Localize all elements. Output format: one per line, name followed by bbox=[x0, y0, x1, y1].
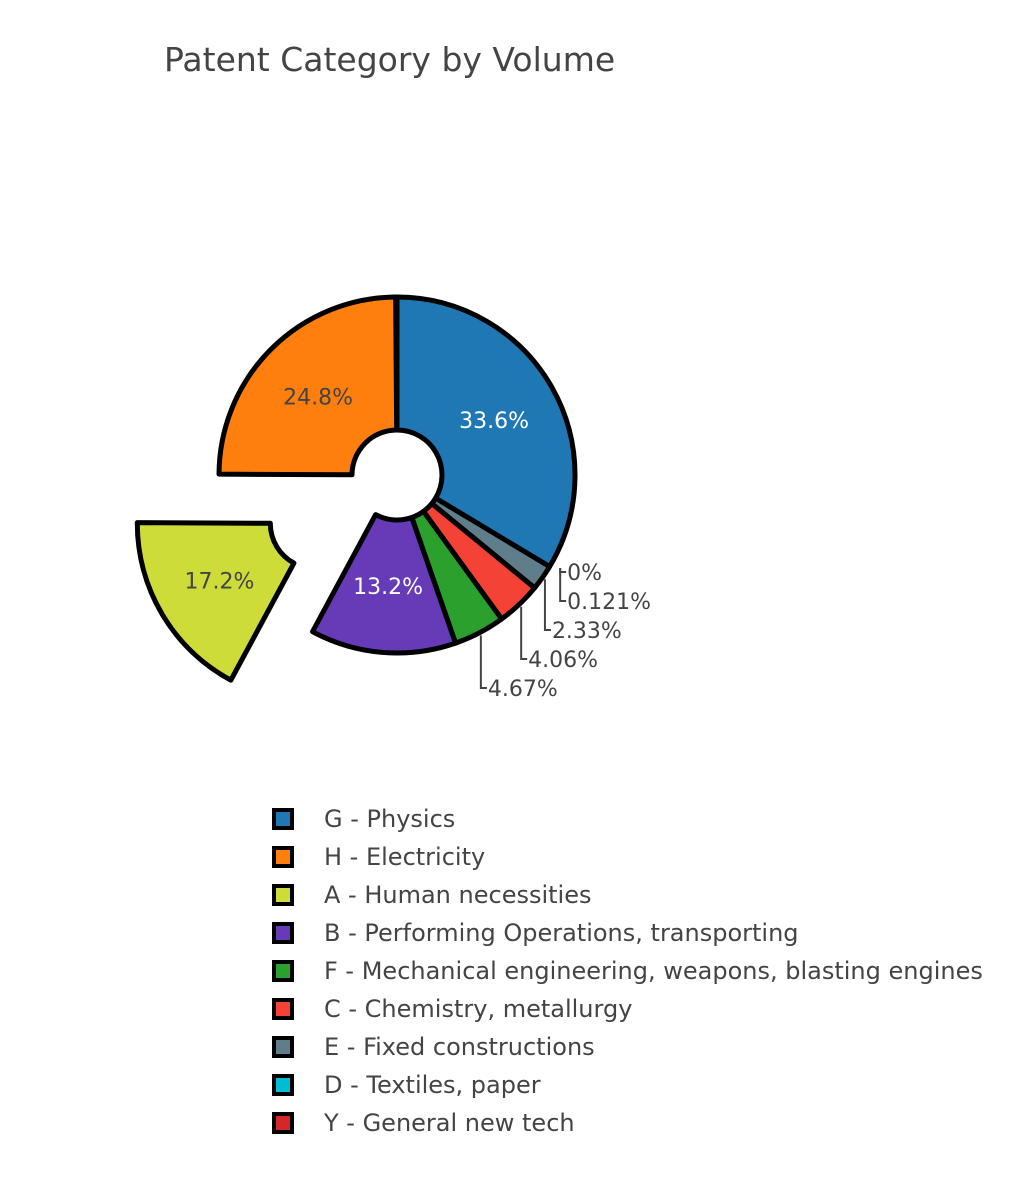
legend-swatch bbox=[272, 846, 294, 868]
outside-label-text: 2.33% bbox=[552, 619, 622, 644]
leader-line bbox=[560, 568, 566, 601]
outside-label-text: 4.67% bbox=[488, 677, 558, 702]
legend-label: B - Performing Operations, transporting bbox=[324, 919, 799, 947]
legend-swatch bbox=[272, 1112, 294, 1134]
legend-label: C - Chemistry, metallurgy bbox=[324, 995, 632, 1023]
leader-line bbox=[521, 607, 527, 659]
legend-swatch bbox=[272, 998, 294, 1020]
legend-item-y-general-new-tech[interactable]: Y - General new tech bbox=[272, 1104, 983, 1142]
slice-label-b-performing-operations-transporting: 13.2% bbox=[353, 575, 423, 600]
legend-swatch bbox=[272, 922, 294, 944]
legend-swatch bbox=[272, 808, 294, 830]
legend-label: G - Physics bbox=[324, 805, 455, 833]
legend: G - Physics H - Electricity A - Human nece… bbox=[272, 800, 983, 1142]
outside-label-y-general-new-tech: 0% bbox=[560, 561, 602, 586]
outside-label-text: 4.06% bbox=[528, 648, 598, 673]
legend-label: Y - General new tech bbox=[324, 1109, 575, 1137]
leader-line bbox=[481, 635, 487, 688]
legend-item-c-chemistry-metallurgy[interactable]: C - Chemistry, metallurgy bbox=[272, 990, 983, 1028]
legend-item-a-human-necessities[interactable]: A - Human necessities bbox=[272, 876, 983, 914]
legend-label: F - Mechanical engineering, weapons, bla… bbox=[324, 957, 983, 985]
legend-label: A - Human necessities bbox=[324, 881, 591, 909]
legend-label: D - Textiles, paper bbox=[324, 1071, 541, 1099]
slice-label-h-electricity: 24.8% bbox=[283, 385, 353, 410]
legend-item-h-electricity[interactable]: H - Electricity bbox=[272, 838, 983, 876]
legend-label: H - Electricity bbox=[324, 843, 485, 871]
slice-label-g-physics: 33.6% bbox=[459, 409, 529, 434]
legend-item-e-fixed-constructions[interactable]: E - Fixed constructions bbox=[272, 1028, 983, 1066]
slice-label-a-human-necessities: 17.2% bbox=[184, 569, 254, 594]
legend-swatch bbox=[272, 884, 294, 906]
legend-swatch bbox=[272, 1074, 294, 1096]
outside-label-text: 0.121% bbox=[567, 590, 651, 615]
legend-label: E - Fixed constructions bbox=[324, 1033, 595, 1061]
outside-label-text: 0% bbox=[567, 561, 602, 586]
legend-item-f-mechanical-engineering-weapons-blasting-engines[interactable]: F - Mechanical engineering, weapons, bla… bbox=[272, 952, 983, 990]
legend-item-b-performing-operations-transporting[interactable]: B - Performing Operations, transporting bbox=[272, 914, 983, 952]
pie-slice-a-human-necessities bbox=[137, 523, 294, 681]
leader-line bbox=[545, 579, 551, 630]
legend-swatch bbox=[272, 1036, 294, 1058]
legend-swatch bbox=[272, 960, 294, 982]
legend-item-d-textiles-paper[interactable]: D - Textiles, paper bbox=[272, 1066, 983, 1104]
legend-item-g-physics[interactable]: G - Physics bbox=[272, 800, 983, 838]
